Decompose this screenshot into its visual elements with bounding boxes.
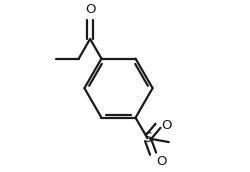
Text: O: O [162, 119, 172, 132]
Text: S: S [143, 131, 152, 145]
Text: O: O [156, 155, 166, 168]
Text: O: O [85, 3, 95, 16]
